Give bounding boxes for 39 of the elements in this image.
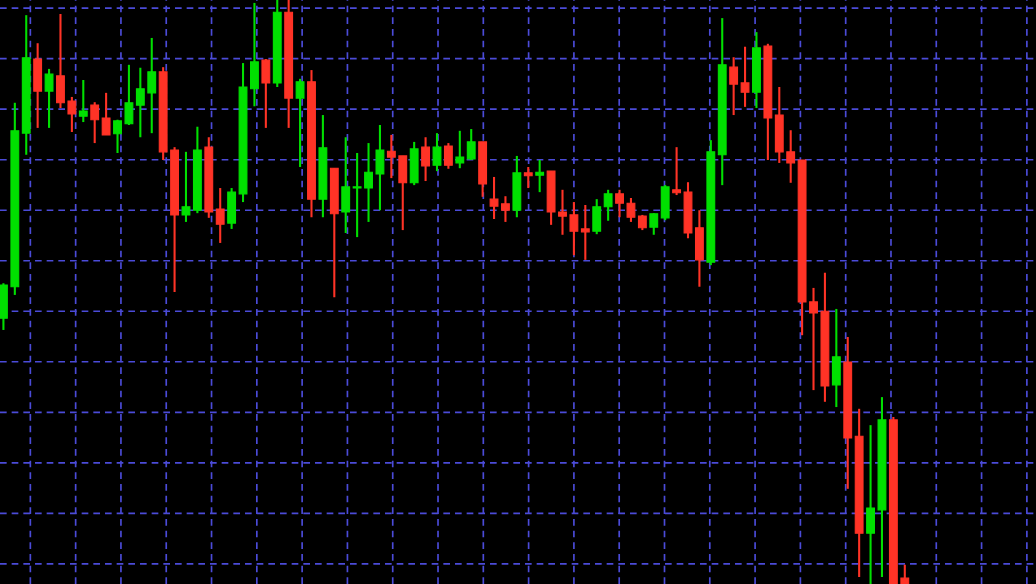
candlestick	[432, 132, 442, 173]
candlestick	[78, 78, 88, 124]
candlestick	[603, 188, 613, 222]
candlestick	[261, 57, 271, 129]
candlestick	[44, 67, 54, 129]
candlestick	[729, 56, 739, 117]
candlestick	[626, 196, 636, 223]
candlestick	[569, 201, 579, 257]
candlestick	[672, 146, 682, 197]
candlestick	[67, 95, 77, 134]
candlestick	[558, 188, 567, 236]
candlestick	[181, 150, 191, 223]
candlestick	[809, 286, 818, 392]
candlestick	[124, 63, 134, 127]
candlestick	[375, 123, 385, 212]
candlestick	[649, 212, 659, 236]
candlestick	[135, 66, 145, 139]
candlestick	[295, 77, 305, 169]
candlestick	[90, 101, 100, 145]
candlestick	[900, 563, 910, 584]
candlestick	[786, 129, 796, 184]
candlestick	[580, 203, 590, 261]
candlestick	[443, 142, 453, 170]
candlestick	[615, 188, 624, 219]
candlestick	[352, 151, 362, 239]
candlestick	[740, 45, 750, 108]
candlestick	[501, 195, 510, 223]
candlestick	[421, 136, 431, 183]
candlestick	[455, 129, 465, 170]
candlestick	[113, 118, 122, 155]
candlestick	[523, 165, 533, 190]
candlestick	[364, 142, 373, 223]
candlestick	[386, 133, 396, 180]
candlestick	[147, 36, 157, 135]
candlestick	[215, 187, 225, 244]
candlestick	[489, 175, 499, 221]
candlestick	[466, 128, 476, 162]
candlestick	[535, 158, 545, 194]
candlestick	[101, 91, 111, 136]
